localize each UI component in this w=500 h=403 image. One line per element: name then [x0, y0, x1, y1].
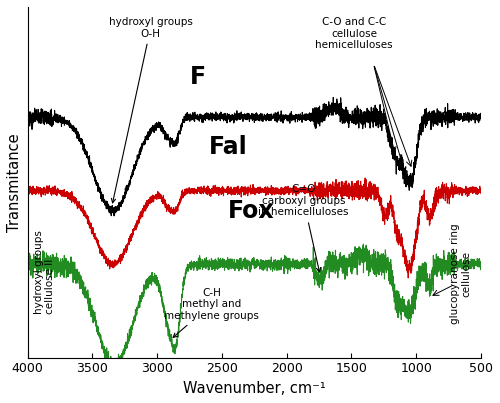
Text: Fal: Fal	[209, 135, 248, 159]
Y-axis label: Transmitance: Transmitance	[7, 133, 22, 232]
Text: hydroxyl groups
cellulose II: hydroxyl groups cellulose II	[34, 231, 55, 314]
Text: Fox: Fox	[228, 199, 275, 223]
Text: glucopyranose ring
cellulose: glucopyranose ring cellulose	[450, 224, 472, 324]
Text: C=O
carboxyl groups
in hemicelluloses: C=O carboxyl groups in hemicelluloses	[258, 184, 349, 272]
X-axis label: Wavenumber, cm⁻¹: Wavenumber, cm⁻¹	[183, 381, 326, 396]
Text: C-H
methyl and
methylene groups: C-H methyl and methylene groups	[164, 287, 259, 337]
Text: C-O and C-C
cellulose
hemicelluloses: C-O and C-C cellulose hemicelluloses	[315, 17, 393, 50]
Text: F: F	[190, 65, 206, 89]
Text: hydroxyl groups
O-H: hydroxyl groups O-H	[108, 17, 192, 203]
